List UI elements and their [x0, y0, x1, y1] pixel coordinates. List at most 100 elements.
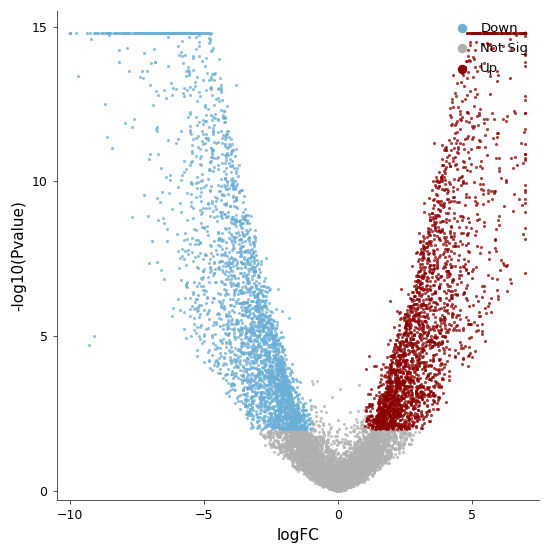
Point: [488, 28, 497, 37]
Point: [292, 418, 301, 427]
Point: [379, 414, 388, 423]
Point: [303, 465, 312, 474]
Point: [371, 428, 380, 437]
Point: [275, 424, 284, 433]
Point: [382, 429, 391, 438]
Point: [331, 479, 340, 488]
Point: [447, 320, 456, 329]
Point: [431, 225, 439, 234]
Point: [342, 473, 350, 482]
Point: [97, 28, 106, 37]
Point: [358, 459, 366, 468]
Point: [458, 177, 467, 186]
Point: [284, 383, 293, 392]
Point: [340, 435, 349, 444]
Point: [402, 335, 410, 344]
Point: [263, 388, 272, 397]
Point: [373, 423, 382, 432]
Point: [65, 28, 74, 37]
Point: [357, 457, 366, 466]
Point: [300, 405, 309, 414]
Point: [333, 485, 342, 494]
Point: [248, 382, 256, 391]
Point: [374, 443, 383, 452]
Point: [334, 462, 343, 471]
Point: [301, 454, 310, 463]
Point: [521, 180, 530, 189]
Point: [272, 383, 281, 392]
Point: [353, 463, 361, 472]
Point: [302, 447, 311, 456]
Point: [224, 308, 233, 317]
Point: [333, 485, 342, 494]
Point: [518, 28, 527, 37]
Point: [485, 298, 493, 307]
Point: [280, 357, 289, 366]
Point: [342, 474, 351, 483]
Point: [301, 424, 310, 433]
Point: [295, 408, 304, 417]
Point: [296, 447, 305, 455]
Point: [321, 475, 330, 484]
Point: [318, 473, 327, 482]
Point: [287, 444, 296, 453]
Point: [342, 460, 351, 469]
Point: [234, 391, 243, 400]
Point: [294, 456, 302, 465]
Point: [352, 464, 361, 473]
Point: [320, 473, 329, 482]
Point: [273, 397, 282, 406]
Point: [442, 217, 450, 226]
Point: [286, 414, 295, 423]
Point: [278, 379, 287, 388]
Point: [333, 459, 342, 468]
Point: [364, 415, 372, 424]
Point: [267, 409, 276, 418]
Point: [349, 442, 358, 451]
Point: [218, 244, 227, 253]
Point: [219, 354, 228, 363]
Point: [292, 408, 301, 417]
Point: [454, 149, 463, 158]
Point: [247, 373, 256, 382]
Point: [371, 442, 380, 451]
Point: [363, 445, 372, 454]
Point: [359, 454, 368, 463]
Point: [395, 350, 404, 359]
Point: [274, 438, 283, 447]
Point: [382, 423, 390, 432]
Point: [367, 432, 376, 441]
Point: [444, 252, 453, 260]
Point: [222, 102, 231, 111]
Point: [221, 248, 229, 257]
Point: [431, 298, 439, 307]
Point: [382, 440, 391, 449]
Point: [373, 453, 382, 461]
Point: [459, 354, 468, 363]
Point: [426, 344, 435, 353]
Point: [272, 396, 280, 404]
Point: [293, 409, 301, 418]
Point: [329, 468, 338, 477]
Point: [320, 432, 328, 440]
Point: [450, 261, 459, 270]
Point: [348, 463, 357, 472]
Point: [450, 248, 459, 257]
Point: [206, 84, 214, 93]
Point: [285, 401, 294, 409]
Point: [372, 406, 381, 415]
Point: [446, 197, 455, 206]
Point: [314, 453, 322, 462]
Point: [376, 424, 384, 433]
Point: [259, 337, 268, 346]
Point: [240, 375, 249, 384]
Point: [307, 460, 316, 469]
Point: [170, 28, 179, 37]
Point: [306, 445, 315, 454]
Point: [460, 42, 469, 50]
Point: [379, 392, 388, 401]
Point: [249, 239, 257, 248]
Point: [465, 320, 474, 329]
Point: [315, 470, 323, 479]
Point: [312, 450, 321, 459]
